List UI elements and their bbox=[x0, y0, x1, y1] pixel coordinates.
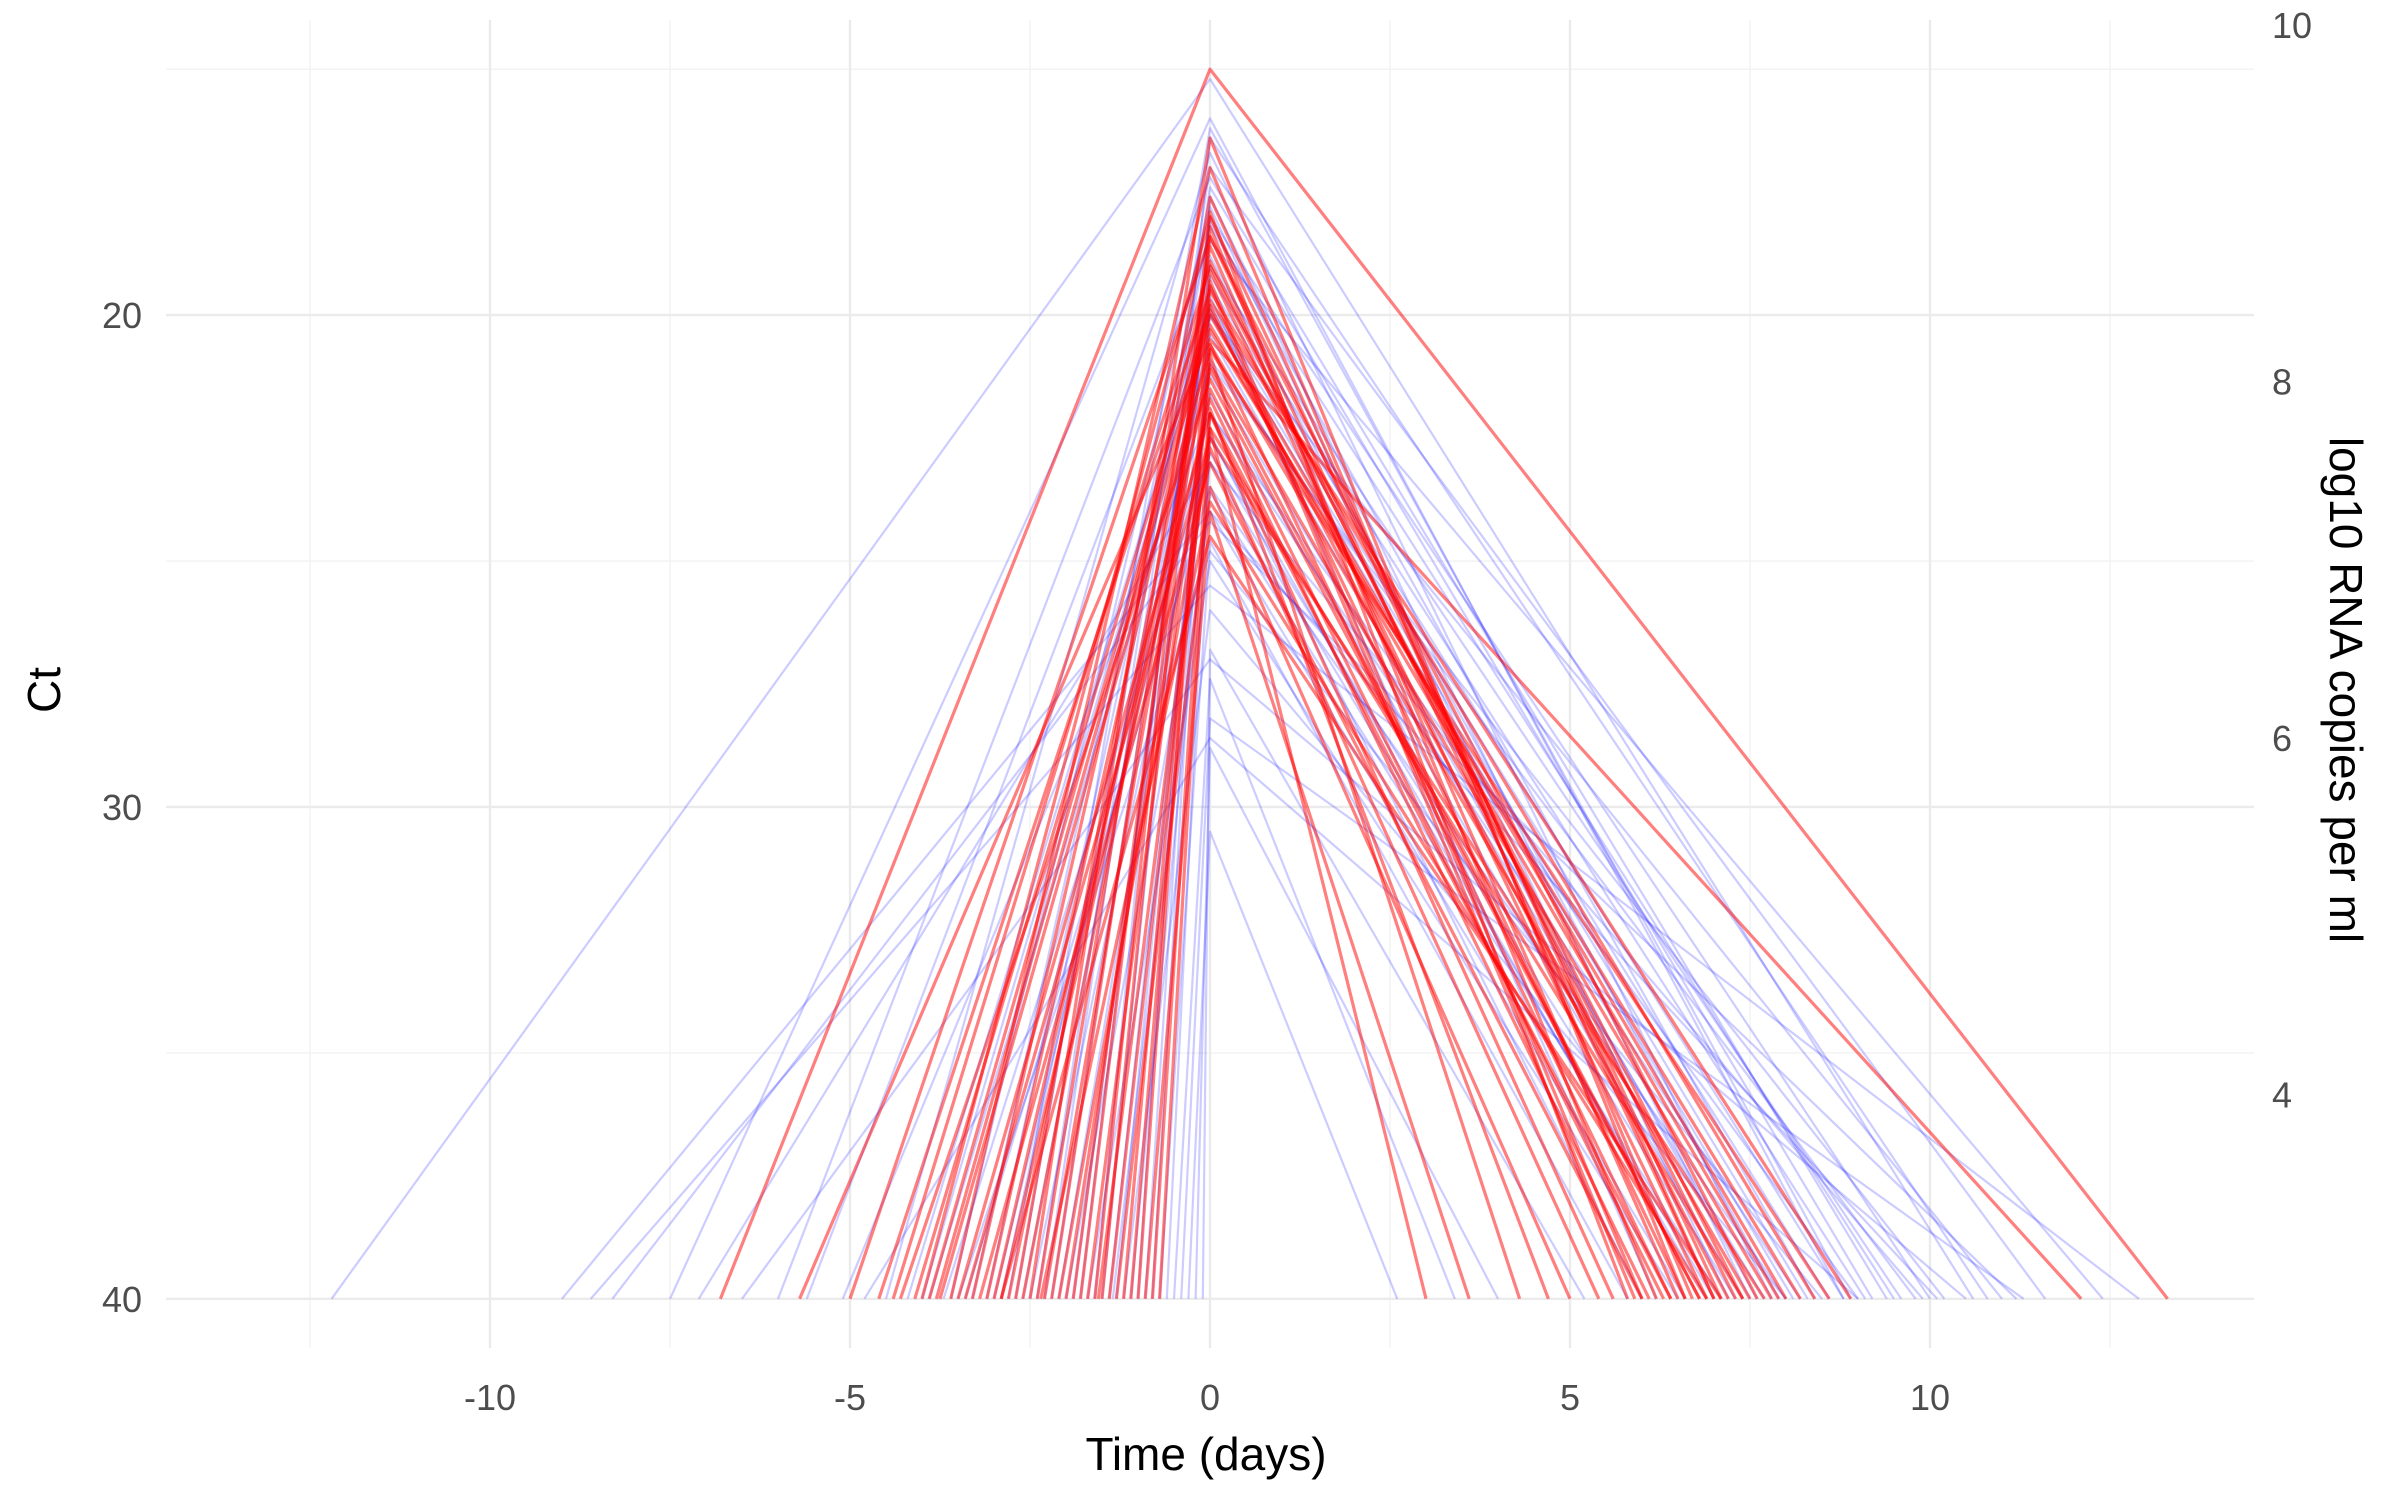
trajectory-line bbox=[934, 323, 1781, 1300]
trajectory-line bbox=[1143, 510, 1471, 1300]
y2-tick-label: 10 bbox=[2272, 5, 2312, 46]
trajectory-line bbox=[798, 338, 2083, 1300]
x-tick-label: 5 bbox=[1560, 1377, 1580, 1418]
y-axis-ticks: 20 30 40 bbox=[102, 295, 142, 1320]
trajectory-line bbox=[805, 240, 2104, 1300]
x-axis-ticks: -10 -5 0 5 10 bbox=[464, 1377, 1950, 1418]
trajectory-line bbox=[330, 77, 1975, 1300]
trajectory-line bbox=[589, 584, 2140, 1300]
trajectory-line bbox=[1201, 648, 1586, 1300]
y2-tick-label: 4 bbox=[2272, 1075, 2292, 1116]
trajectory-line bbox=[970, 259, 1738, 1300]
trajectory-line bbox=[938, 347, 1831, 1300]
y2-tick-label: 8 bbox=[2272, 362, 2292, 403]
y2-tick-label: 6 bbox=[2272, 718, 2292, 759]
trajectory-line bbox=[718, 67, 2169, 1300]
series-1 bbox=[330, 77, 2140, 1300]
trajectory-line bbox=[1096, 426, 1745, 1300]
series-layer bbox=[330, 67, 2169, 1300]
trajectory-line bbox=[913, 303, 1687, 1300]
y-tick-label: 20 bbox=[102, 295, 142, 336]
trajectory-line bbox=[999, 534, 1723, 1300]
trajectory-line bbox=[1122, 343, 1673, 1300]
trajectory-line bbox=[1136, 279, 1644, 1300]
x-tick-label: -10 bbox=[464, 1377, 516, 1418]
trajectory-line bbox=[891, 264, 1745, 1300]
y-axis-title: Ct bbox=[18, 667, 70, 713]
x-tick-label: 10 bbox=[1910, 1377, 1950, 1418]
trajectory-line bbox=[776, 176, 1888, 1300]
y2-axis-ticks: 10 8 6 4 bbox=[2272, 5, 2312, 1116]
trajectory-line bbox=[1150, 407, 1550, 1300]
trajectory-line bbox=[1187, 830, 1399, 1300]
trajectory-line bbox=[1180, 717, 2025, 1300]
series-2 bbox=[718, 67, 2169, 1300]
y-tick-label: 40 bbox=[102, 1279, 142, 1320]
trajectory-line bbox=[978, 461, 1644, 1300]
trajectory-line bbox=[927, 313, 1788, 1300]
trajectory-line bbox=[1021, 328, 1802, 1300]
x-tick-label: 0 bbox=[1200, 1377, 1220, 1418]
y-tick-label: 30 bbox=[102, 787, 142, 828]
trajectory-line bbox=[668, 117, 1845, 1300]
trajectory-line bbox=[1194, 746, 1499, 1300]
trajectory-line bbox=[1078, 234, 1716, 1300]
trajectory-line bbox=[1039, 500, 1709, 1300]
x-axis-title: Time (days) bbox=[1085, 1428, 1326, 1480]
y2-axis-title: log10 RNA copies per ml bbox=[2320, 437, 2372, 943]
x-tick-label: -5 bbox=[834, 1377, 866, 1418]
